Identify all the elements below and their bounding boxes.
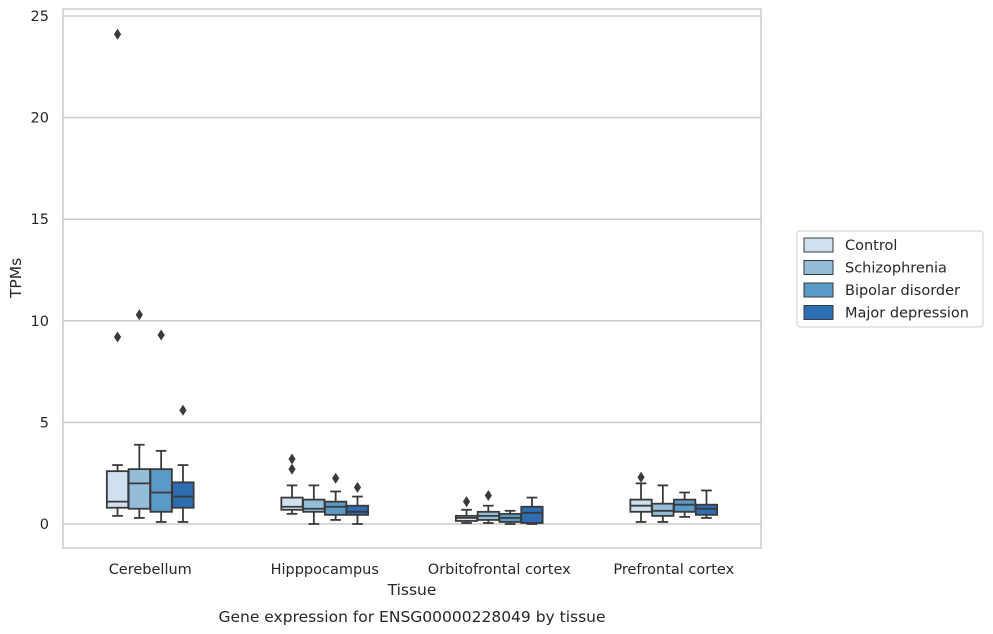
y-gridlines xyxy=(63,15,761,525)
box-series xyxy=(105,28,719,525)
x-tick-label: Hipppocampus xyxy=(271,562,379,578)
outlier-point xyxy=(332,472,340,484)
legend-label: Control xyxy=(845,238,897,254)
x-tick-labels: Cerebellum Hipppocampus Orbitofrontal cort… xyxy=(109,562,735,578)
outlier-point xyxy=(353,481,362,493)
x-tick-label: Cerebellum xyxy=(109,562,192,578)
legend-swatch xyxy=(803,260,834,275)
outlier-point xyxy=(484,490,492,502)
legend-label: Schizophrenia xyxy=(845,261,947,277)
outlier-point xyxy=(288,453,296,465)
outlier-point xyxy=(135,309,143,321)
plot-frame xyxy=(62,8,762,549)
legend-swatch xyxy=(803,237,834,253)
box-iqr xyxy=(694,503,719,516)
legend-label: Major depression xyxy=(845,306,969,322)
legend-swatch xyxy=(803,305,834,320)
outlier-point xyxy=(113,331,122,343)
box-iqr xyxy=(149,468,173,513)
box-iqr xyxy=(520,505,544,524)
legend-label: Bipolar disorder xyxy=(845,283,960,299)
box-iqr xyxy=(345,504,370,516)
y-tick-labels: 0 5 10 15 20 25 xyxy=(31,9,49,533)
y-tick-label: 10 xyxy=(31,314,49,330)
box-major-depression xyxy=(171,404,195,523)
y-axis-label: TPMs xyxy=(7,258,25,299)
legend: Control Schizophrenia Bipolar disorder Majo… xyxy=(796,230,984,328)
outlier-point xyxy=(157,329,165,341)
box-schizophrenia xyxy=(651,484,675,523)
x-tick-label: Orbitofrontal cortex xyxy=(428,562,571,578)
box-schizophrenia xyxy=(127,309,151,519)
outlier-point xyxy=(179,404,187,416)
box-major-depression xyxy=(520,496,544,525)
box-iqr xyxy=(302,498,326,513)
legend-swatch xyxy=(803,282,834,298)
box-major-depression xyxy=(345,481,370,525)
outlier-point xyxy=(637,471,645,483)
box-iqr xyxy=(673,498,697,513)
box-iqr xyxy=(324,500,348,516)
box-bipolar-disorder xyxy=(673,491,697,518)
x-axis-label: Tissue xyxy=(387,581,437,599)
box-bipolar-disorder xyxy=(324,472,348,521)
outlier-point xyxy=(113,28,122,40)
box-control xyxy=(454,496,479,524)
y-tick-label: 0 xyxy=(40,517,49,533)
box-iqr xyxy=(127,468,151,510)
y-tick-label: 25 xyxy=(31,9,49,25)
y-tick-label: 15 xyxy=(31,212,49,228)
box-control xyxy=(105,28,130,517)
outlier-point xyxy=(288,463,296,475)
box-iqr xyxy=(171,481,195,509)
box-control xyxy=(629,471,653,523)
y-tick-label: 5 xyxy=(40,415,49,431)
box-schizophrenia xyxy=(476,490,500,524)
box-iqr xyxy=(280,496,304,511)
legend-frame xyxy=(796,230,984,328)
x-tick-label: Prefrontal cortex xyxy=(613,562,734,578)
box-major-depression xyxy=(694,489,719,519)
plot-background xyxy=(63,9,761,548)
box-control xyxy=(280,453,304,515)
chart-caption: Gene expression for ENSG00000228049 by t… xyxy=(218,608,605,626)
outlier-point xyxy=(462,496,471,508)
box-iqr xyxy=(651,502,675,517)
y-tick-label: 20 xyxy=(31,111,49,127)
